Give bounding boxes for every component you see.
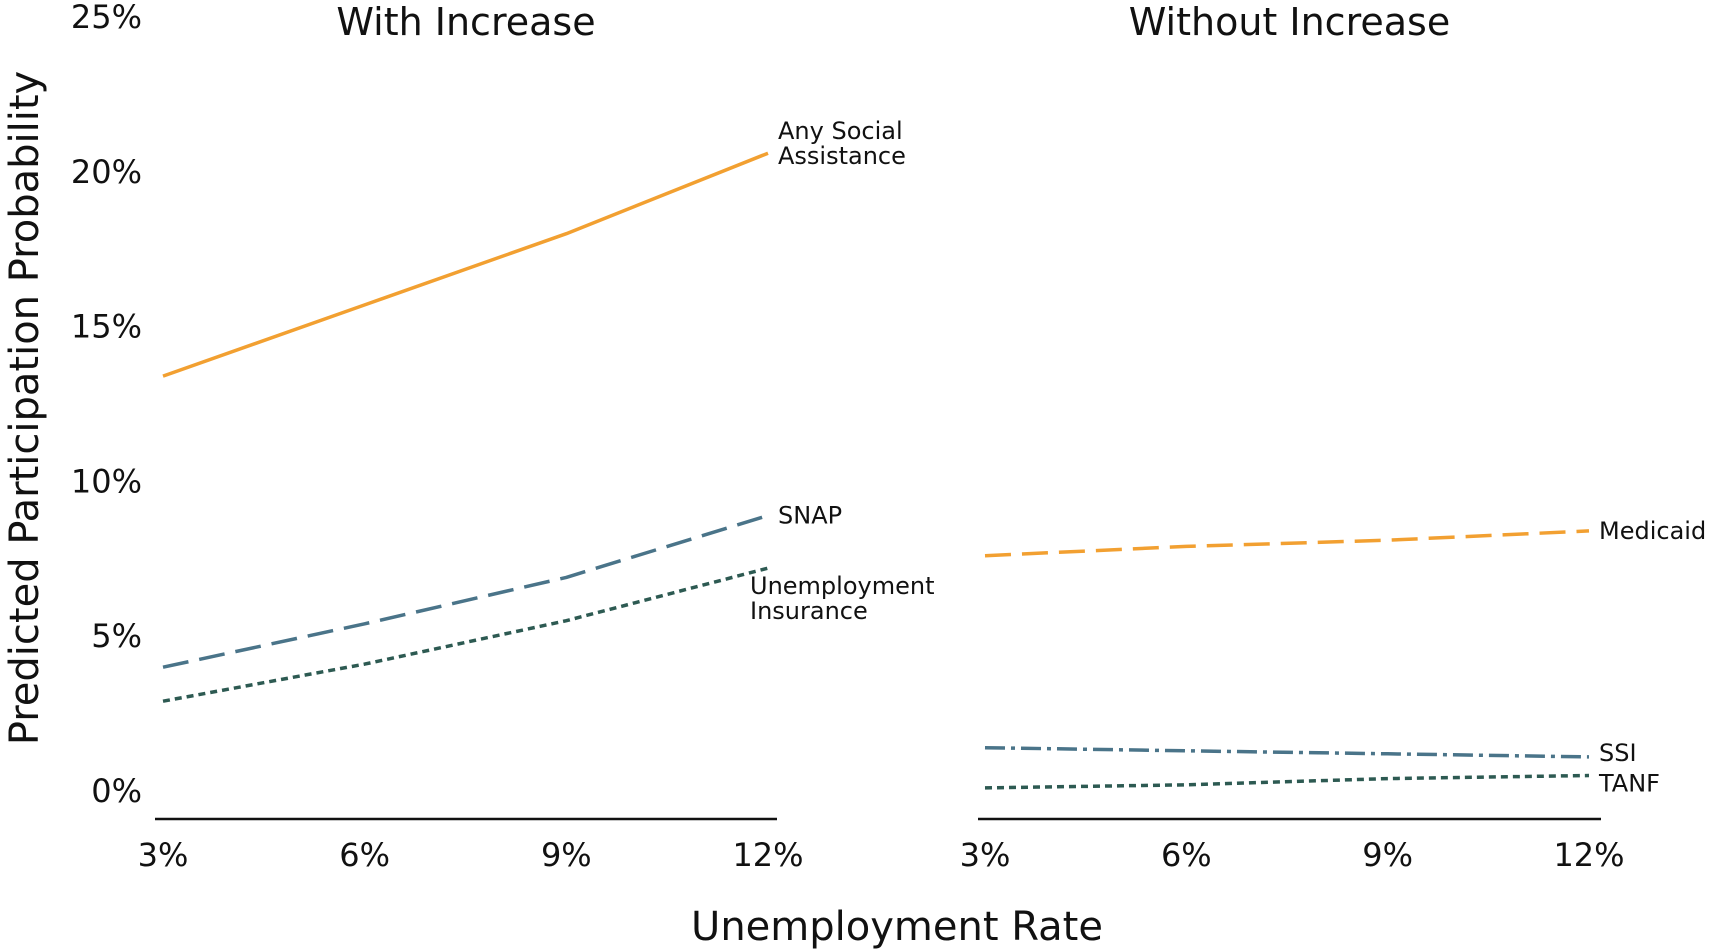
x-tick-label: 6%	[1161, 836, 1212, 874]
panel-title: With Increase	[336, 0, 595, 44]
series-label: Insurance	[750, 597, 868, 625]
x-tick-label: 9%	[541, 836, 592, 874]
x-tick-label: 9%	[1362, 836, 1413, 874]
y-tick-label: 0%	[91, 772, 142, 810]
series-label: TANF	[1598, 770, 1660, 798]
series-line	[984, 745, 1590, 759]
y-axis-ticks: 0% 5% 10% 15% 20% 25%	[71, 0, 142, 810]
series-label: Medicaid	[1599, 517, 1706, 545]
series-label: Assistance	[778, 142, 906, 170]
y-tick-label: 20%	[71, 153, 142, 191]
series-line	[984, 773, 1590, 790]
panel-with-increase: With Increase 3% 6% 9% 12% Any SocialAssistan…	[138, 0, 935, 874]
series-line	[162, 513, 769, 669]
y-tick-label: 25%	[71, 0, 142, 36]
y-tick-label: 15%	[71, 308, 142, 346]
x-tick-label: 3%	[138, 836, 189, 874]
x-tick-label: 12%	[1553, 836, 1624, 874]
series-line	[984, 529, 1590, 558]
y-axis-title: Predicted Participation Probability	[2, 71, 48, 745]
x-axis-title: Unemployment Rate	[691, 904, 1103, 950]
x-tick-label: 3%	[960, 836, 1011, 874]
x-tick-label: 6%	[339, 836, 390, 874]
series-label: Any Social	[778, 117, 903, 145]
x-tick-label: 12%	[732, 836, 803, 874]
series-label: Unemployment	[750, 572, 934, 600]
panel-without-increase: Without Increase 3% 6% 9% 12% Medicaid SSI TANF	[960, 0, 1707, 874]
series-line	[162, 151, 769, 378]
y-tick-label: 10%	[71, 462, 142, 500]
panel-title: Without Increase	[1129, 0, 1450, 44]
series-line	[162, 566, 769, 703]
series-label: SNAP	[778, 501, 842, 529]
y-tick-label: 5%	[91, 617, 142, 655]
series-label: SSI	[1599, 739, 1637, 767]
